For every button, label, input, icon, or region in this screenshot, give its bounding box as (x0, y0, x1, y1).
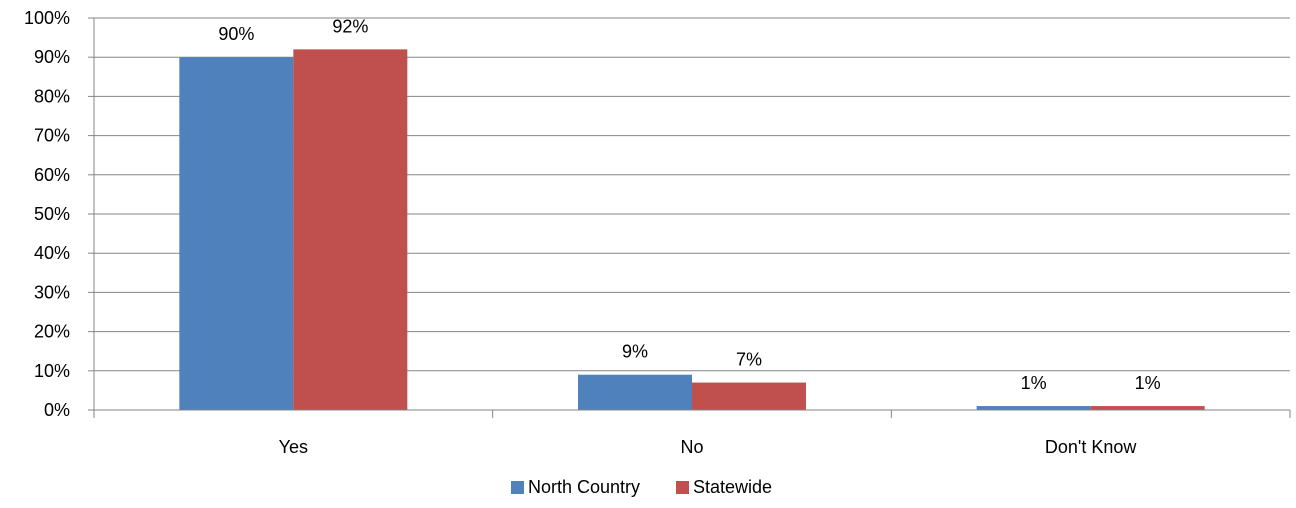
y-tick-label: 100% (24, 8, 70, 28)
y-tick-label: 90% (34, 47, 70, 67)
data-labels: 90% 92% 9% 7% 1% 1% (218, 16, 1160, 393)
legend-label: North Country (528, 477, 640, 497)
legend: North Country Statewide (511, 477, 772, 497)
bar (578, 374, 692, 410)
x-category-label: Don't Know (1045, 437, 1137, 457)
bar (179, 57, 294, 410)
data-label: 7% (736, 350, 762, 370)
y-tick-label: 30% (34, 282, 70, 302)
data-label: 9% (622, 342, 648, 362)
x-category-label: No (680, 437, 703, 457)
data-label: 1% (1021, 373, 1047, 393)
axes (88, 17, 1291, 418)
y-tick-label: 10% (34, 361, 70, 381)
y-tick-label: 80% (34, 86, 70, 106)
data-label: 1% (1135, 373, 1161, 393)
legend-swatch (511, 481, 524, 494)
y-axis-tick-labels: 0% 10% 20% 30% 40% 50% 60% 70% 80% 90% 100% (24, 8, 70, 420)
y-tick-label: 50% (34, 204, 70, 224)
legend-label: Statewide (693, 477, 772, 497)
bars (179, 49, 1205, 411)
y-tick-label: 40% (34, 243, 70, 263)
bar (976, 406, 1091, 410)
data-label: 92% (332, 16, 368, 36)
y-tick-label: 70% (34, 126, 70, 146)
y-tick-label: 20% (34, 322, 70, 342)
bar (1090, 406, 1205, 410)
x-category-label: Yes (279, 437, 308, 457)
y-tick-label: 0% (44, 400, 70, 420)
bar (692, 382, 806, 410)
x-axis-category-labels: Yes No Don't Know (279, 437, 1138, 457)
data-label: 90% (218, 24, 254, 44)
y-tick-label: 60% (34, 165, 70, 185)
bar (293, 49, 408, 411)
legend-swatch (676, 481, 689, 494)
